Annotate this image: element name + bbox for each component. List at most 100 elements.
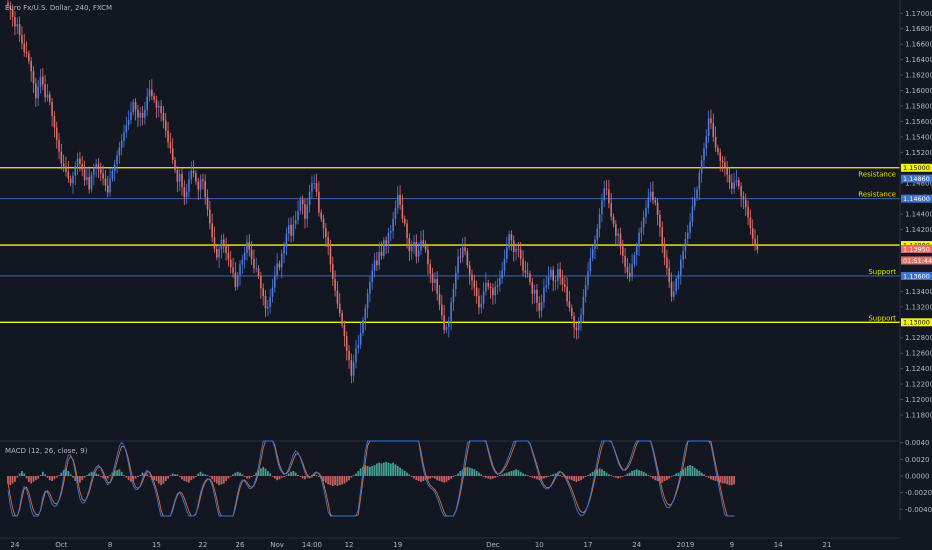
- macd-hist-bar: [58, 475, 60, 476]
- candle-body: [48, 94, 51, 103]
- macd-hist-bar: [253, 475, 255, 476]
- macd-hist-bar: [155, 476, 158, 481]
- x-tick-label: 2019: [677, 541, 695, 549]
- candle-body: [301, 199, 304, 205]
- candle-body: [666, 257, 668, 269]
- candle-body: [686, 232, 689, 239]
- candle-body: [243, 252, 246, 260]
- macd-hist-bar: [559, 475, 562, 476]
- macd-hist-bar: [443, 476, 446, 483]
- candle-body: [457, 256, 459, 273]
- candle-body: [594, 239, 596, 249]
- candle-body: [100, 169, 102, 174]
- x-tick-label: 24: [632, 541, 641, 549]
- candle-body: [577, 323, 580, 331]
- macd-hist-bar: [371, 466, 374, 476]
- macd-hist-bar: [607, 474, 610, 476]
- macd-hist-bar: [188, 476, 190, 483]
- macd-hist-bar: [612, 476, 615, 477]
- macd-hist-bar: [661, 476, 664, 483]
- candle-body: [102, 173, 104, 179]
- candle-body: [220, 239, 223, 249]
- macd-hist-bar: [324, 476, 327, 483]
- time-axis[interactable]: 24 Oct 8 15 22 26 Nov 14:00 12 19 Dec 10 17 24 2019 9 14…: [0, 537, 900, 549]
- macd-title[interactable]: MACD (12, 26, close, 9): [5, 447, 88, 455]
- macd-hist-bar: [624, 475, 627, 476]
- candle-body: [169, 142, 172, 149]
- candle-body: [271, 287, 274, 297]
- candle-body: [452, 289, 455, 303]
- macd-hist-bar: [164, 476, 167, 481]
- candle-body: [408, 238, 411, 252]
- candle-body: [190, 170, 193, 180]
- y-tick-label: 1.16800: [905, 25, 932, 33]
- macd-hist-bar: [259, 468, 262, 476]
- macd-hist-bar: [9, 476, 12, 486]
- candle-body: [403, 218, 406, 224]
- candle-body: [106, 185, 109, 193]
- macd-hist-bar: [464, 467, 466, 476]
- macd-hist-bar: [649, 476, 652, 477]
- candle-body: [248, 241, 251, 250]
- candle-body: [622, 246, 624, 256]
- macd-hist-bar: [90, 471, 93, 476]
- macd-hist-bar: [584, 476, 587, 477]
- candle-body: [62, 163, 65, 167]
- macd-hist-bar: [689, 465, 691, 476]
- candle-body: [322, 218, 325, 229]
- x-tick-label: 14: [774, 541, 783, 549]
- macd-hist-bar: [336, 476, 339, 486]
- macd-hist-bar: [466, 466, 469, 476]
- candle-body: [14, 17, 16, 27]
- macd-hist-bar: [582, 476, 585, 479]
- x-tick-label: 17: [584, 541, 593, 549]
- y-tick-label: 1.15200: [905, 149, 932, 157]
- candle-body: [731, 182, 733, 189]
- macd-tick-label: 0.0020: [905, 456, 930, 464]
- candle-body: [95, 163, 97, 168]
- x-tick-label: 10: [535, 541, 544, 549]
- candle-body: [30, 61, 32, 72]
- candle-body: [65, 166, 67, 172]
- candle-body: [531, 282, 534, 294]
- macd-hist-bar: [7, 476, 9, 484]
- macd-hist-bar: [515, 469, 517, 476]
- candle-body: [705, 136, 708, 149]
- candle-body: [167, 130, 169, 143]
- candle-body: [396, 194, 399, 208]
- symbol-title[interactable]: Euro Fx/U.S. Dollar, 240, FXCM: [5, 4, 112, 12]
- macd-hist-bar: [710, 476, 712, 480]
- price-candles: [7, 0, 759, 384]
- macd-hist-bar: [130, 476, 132, 482]
- macd-hist-bar: [522, 473, 524, 476]
- macd-hist-bar: [485, 476, 487, 478]
- candle-body: [155, 99, 158, 108]
- candle-body: [487, 282, 490, 287]
- candle-body: [617, 233, 619, 236]
- candle-body: [399, 194, 401, 205]
- candle-body: [206, 197, 209, 210]
- macd-hist-bar: [220, 476, 223, 485]
- candle-body: [740, 186, 742, 197]
- candle-body: [557, 268, 559, 281]
- macd-axis[interactable]: 0.0040 0.0020 0.0000 -0.0020 -0.0040: [900, 439, 932, 514]
- x-tick-label: 19: [393, 541, 402, 549]
- candle-body: [287, 224, 290, 234]
- candle-body: [111, 170, 114, 179]
- candle-body: [160, 105, 162, 113]
- macd-hist-bar: [399, 467, 401, 476]
- candle-body: [385, 240, 387, 244]
- macd-hist-bar: [150, 476, 153, 480]
- candle-body: [222, 239, 225, 245]
- candle-body: [137, 109, 139, 118]
- candle-body: [633, 255, 636, 265]
- candle-body: [350, 360, 353, 376]
- candle-body: [413, 241, 415, 247]
- candle-body: [23, 43, 26, 52]
- macd-hist-bar: [389, 463, 392, 476]
- macd-hist-bar: [719, 476, 722, 483]
- candle-body: [536, 289, 538, 303]
- macd-hist-bar: [498, 475, 501, 476]
- candle-body: [638, 232, 640, 247]
